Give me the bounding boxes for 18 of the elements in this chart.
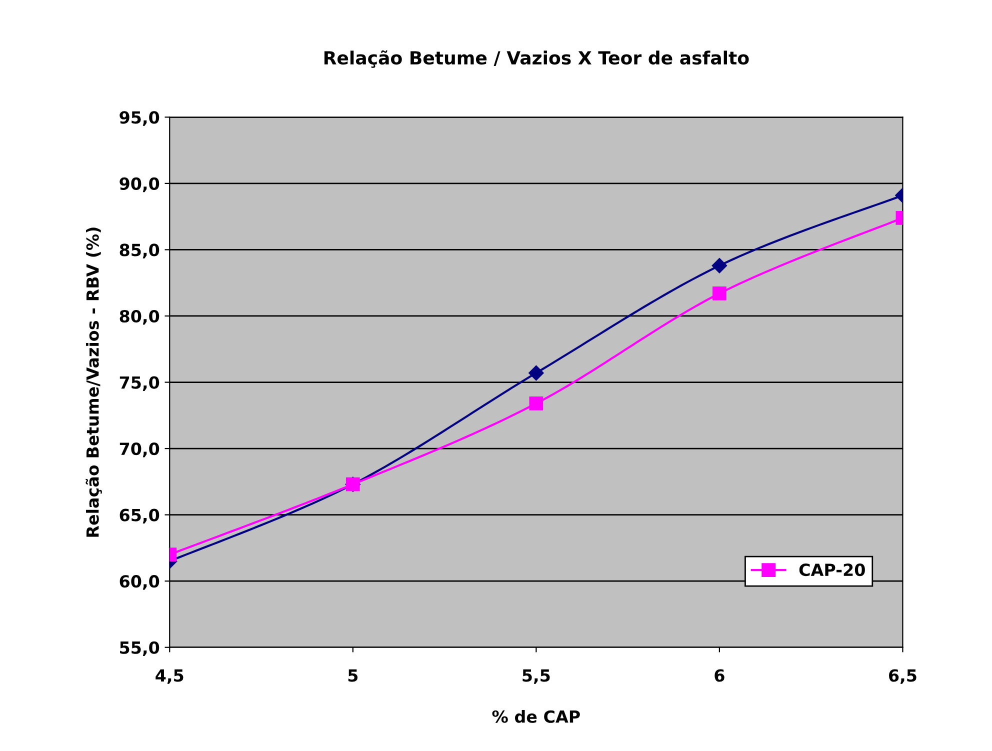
y-axis-title: Relação Betume/Vazios - RBV (%) bbox=[86, 228, 102, 537]
y-tick-label: 75,0 bbox=[120, 376, 160, 391]
x-tick-label: 5 bbox=[348, 669, 358, 682]
chart-title: Relação Betume / Vazios X Teor de asfalto bbox=[324, 50, 749, 68]
x-tick-label: 5,5 bbox=[522, 669, 550, 684]
x-tick-label: 6 bbox=[714, 669, 724, 682]
x-tick-label: 6,5 bbox=[888, 669, 916, 684]
y-tick-label: 70,0 bbox=[120, 442, 160, 458]
y-tick-label: 55,0 bbox=[120, 641, 160, 656]
y-tick-label: 95,0 bbox=[120, 111, 160, 126]
y-tick-label: 90,0 bbox=[120, 177, 160, 192]
x-tick-label: 4,5 bbox=[156, 669, 184, 684]
y-tick-label: 80,0 bbox=[120, 310, 160, 325]
y-tick-label: 65,0 bbox=[120, 508, 160, 524]
x-axis-title: % de CAP bbox=[492, 710, 580, 723]
y-tick-label: 85,0 bbox=[120, 244, 160, 258]
legend-label: CAP-20 bbox=[799, 564, 865, 576]
y-tick-label: 60,0 bbox=[120, 575, 160, 590]
